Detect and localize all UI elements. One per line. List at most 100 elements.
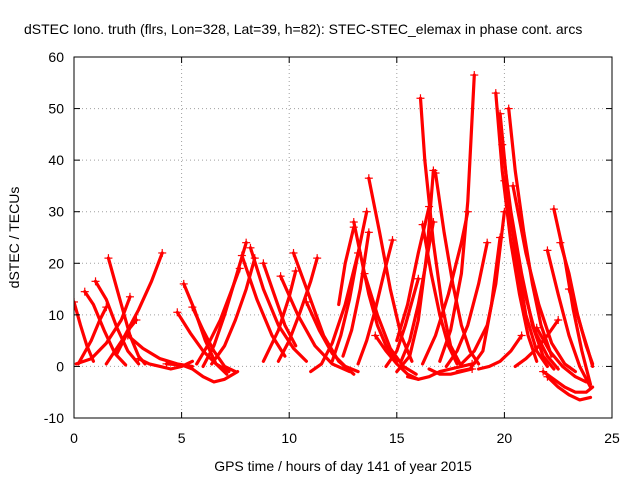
series-58 (564, 285, 595, 368)
series-45 (444, 238, 492, 368)
series-1-end-marker (125, 292, 134, 301)
series-20-end-marker (291, 267, 300, 276)
series-61 (513, 316, 563, 368)
series-21 (276, 254, 322, 363)
series-20 (261, 267, 300, 363)
series-24-end-marker (302, 297, 311, 306)
series-2 (80, 287, 128, 367)
series-4 (104, 254, 147, 366)
series-29-trace (352, 220, 399, 363)
series-18-end-marker (246, 243, 255, 252)
series-39-end-marker (418, 220, 427, 229)
plot-frame (73, 56, 613, 419)
series-39 (418, 220, 459, 366)
series-21-end-marker (313, 254, 322, 263)
series-48-end-marker (491, 89, 500, 98)
series-7 (115, 316, 141, 356)
series-0 (74, 297, 95, 363)
series-15 (201, 238, 251, 368)
x-tick-label-2: 10 (281, 430, 297, 446)
series-55-end-marker (543, 246, 552, 255)
y-tick-label-1: 0 (56, 358, 64, 374)
series-62-trace (477, 333, 524, 371)
series-57-end-marker (556, 238, 565, 247)
y-tick-label-7: 60 (48, 49, 64, 65)
series-6-trace (104, 251, 164, 366)
chart-title: dSTEC Iono. truth (flrs, Lon=328, Lat=39… (24, 21, 582, 37)
series-7-trace (115, 318, 138, 356)
series-61-trace (513, 318, 560, 368)
series-0-end-marker (74, 297, 78, 306)
series-30-end-marker (364, 174, 373, 183)
x-tick-label-5: 25 (604, 430, 620, 446)
series-22-end-marker (276, 272, 285, 281)
series-32-trace (362, 272, 418, 376)
series-30-trace (367, 176, 414, 363)
series-36-trace (384, 277, 420, 368)
series-5 (76, 303, 111, 366)
series-60-trace (541, 370, 595, 394)
series-27-end-marker (364, 228, 373, 237)
series-58-end-marker (564, 285, 573, 294)
series-26 (330, 207, 371, 363)
series-26-end-marker (362, 207, 371, 216)
series-29-end-marker (349, 218, 358, 227)
series-33 (371, 331, 420, 381)
series-47-trace (459, 210, 506, 366)
series-27 (341, 228, 373, 358)
series-55 (543, 246, 593, 389)
series-58-trace (567, 287, 595, 368)
series-13-end-marker (162, 359, 171, 368)
series-25-trace (309, 251, 360, 374)
series-42-end-marker (431, 169, 440, 178)
series-26-trace (330, 210, 369, 363)
series-36-end-marker (414, 274, 423, 283)
series-3-trace (93, 279, 141, 366)
series-11-trace (182, 282, 229, 376)
x-axis-label: GPS time / hours of day 141 of year 2015 (214, 458, 472, 474)
series-15-end-marker (242, 238, 251, 247)
series-16 (210, 254, 259, 366)
series-6 (104, 248, 167, 366)
series-45-trace (444, 241, 489, 368)
series-5-end-marker (102, 303, 111, 312)
y-tick-label-0: -10 (44, 410, 64, 426)
series-21-trace (276, 256, 319, 363)
series-56-end-marker (549, 205, 558, 214)
series-7-end-marker (132, 316, 141, 325)
series-28-trace (337, 225, 356, 307)
series-29 (349, 218, 399, 363)
series-13-trace (164, 362, 240, 384)
series-15-trace (201, 241, 248, 368)
series-60 (539, 367, 595, 394)
series-39-trace (421, 223, 459, 366)
series-19-end-marker (259, 259, 268, 268)
series-38-trace (418, 96, 463, 368)
series-9-end-marker (134, 354, 143, 363)
y-axis-label: dSTEC / TECUs (6, 187, 22, 289)
series-61-end-marker (554, 316, 563, 325)
series-33-trace (373, 333, 420, 381)
series-48 (491, 89, 539, 363)
series-62 (477, 331, 526, 371)
x-tick-label-4: 20 (497, 430, 513, 446)
series-59-trace (545, 375, 593, 402)
y-tick-label-4: 30 (48, 204, 64, 220)
series-62-end-marker (517, 331, 526, 340)
series-48-trace (494, 91, 539, 363)
series-36 (384, 274, 423, 368)
series-27-trace (341, 230, 371, 358)
series-5-trace (76, 305, 108, 366)
y-tick-label-2: 10 (48, 307, 64, 323)
series-51 (500, 176, 560, 371)
series-49-end-marker (496, 109, 505, 118)
series-12-end-marker (188, 303, 197, 312)
y-tick-label-3: 20 (48, 255, 64, 271)
series-52-end-marker (504, 104, 513, 113)
x-tick-label-3: 15 (389, 430, 405, 446)
series-32 (360, 269, 418, 376)
series-32-end-marker (360, 269, 369, 278)
series-37-trace (395, 168, 435, 374)
series-22-trace (279, 274, 352, 374)
